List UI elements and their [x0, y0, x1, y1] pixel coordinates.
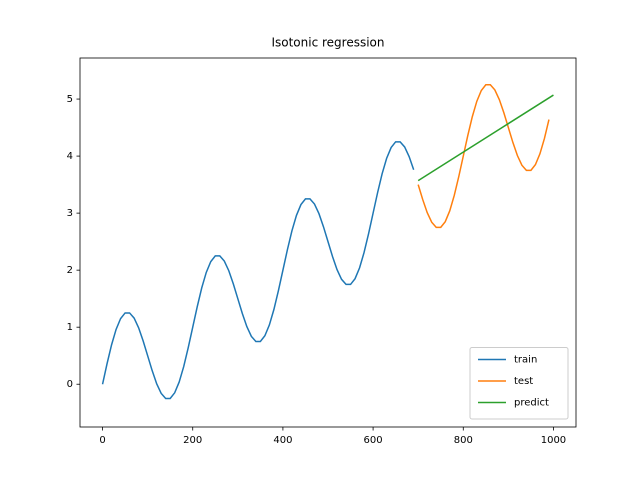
y-tick-label: 5 [67, 94, 73, 105]
y-tick-label: 0 [67, 379, 73, 390]
y-tick-label: 3 [67, 208, 73, 219]
x-tick-label: 0 [99, 435, 105, 446]
y-tick-label: 4 [67, 151, 73, 162]
y-tick-label: 1 [67, 322, 73, 333]
y-tick-label: 2 [67, 265, 73, 276]
data-line [417, 94, 554, 182]
legend-label: train [514, 355, 537, 366]
x-tick-label: 400 [273, 435, 292, 446]
legend-label: predict [514, 398, 549, 409]
plot-frame [79, 57, 577, 428]
chart-title: Isotonic regression [271, 36, 384, 50]
data-line [101, 141, 415, 400]
legend: train test predict [469, 347, 569, 420]
x-tick-label: 200 [183, 435, 202, 446]
legend-box [469, 347, 569, 420]
x-tick-label: 600 [364, 435, 383, 446]
x-tick-label: 800 [454, 435, 473, 446]
legend-label: test [514, 376, 533, 387]
data-line [417, 84, 550, 229]
x-tick-label: 1000 [541, 435, 566, 446]
